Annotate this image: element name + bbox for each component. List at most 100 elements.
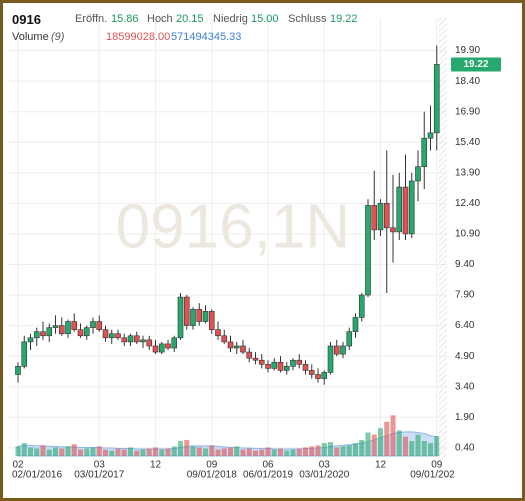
candle-body bbox=[371, 205, 378, 231]
candle-body bbox=[77, 329, 84, 337]
volume-bar bbox=[309, 446, 315, 456]
candle-body bbox=[277, 361, 284, 371]
candle-body bbox=[46, 327, 53, 337]
volume-bar bbox=[359, 439, 365, 456]
candle-body bbox=[102, 329, 109, 339]
volume-bar bbox=[184, 439, 190, 456]
volume-bar bbox=[190, 446, 196, 456]
candle-body bbox=[252, 357, 259, 361]
candle-body bbox=[340, 345, 346, 355]
candle-body bbox=[33, 331, 40, 339]
volume-bar bbox=[240, 449, 246, 456]
close-value: 19.22 bbox=[330, 13, 358, 25]
candle-body bbox=[146, 339, 153, 347]
candle-body bbox=[383, 203, 390, 229]
candle-body bbox=[240, 345, 246, 353]
volume-bar bbox=[428, 443, 433, 456]
volume-bar bbox=[15, 446, 21, 456]
candle-body bbox=[246, 351, 253, 359]
symbol: 0916 bbox=[12, 12, 41, 27]
volume-bar bbox=[434, 436, 440, 456]
volume-bar bbox=[53, 447, 58, 456]
candle-body bbox=[315, 374, 321, 379]
volume-bar bbox=[403, 436, 408, 456]
volume-bar bbox=[353, 443, 358, 456]
volume-bar bbox=[396, 430, 402, 456]
volume-bar bbox=[215, 449, 221, 456]
x-tick-label: 06 bbox=[262, 460, 274, 471]
y-tick-label: 18.40 bbox=[455, 76, 480, 87]
volume-value: 18599028.00 bbox=[106, 31, 171, 43]
high-label: Hoch bbox=[147, 13, 173, 25]
candle-body bbox=[290, 359, 296, 367]
volume-bar bbox=[259, 449, 265, 456]
y-tick-label: 1.90 bbox=[455, 412, 475, 423]
open-value: 15.86 bbox=[111, 13, 139, 25]
volume-bar bbox=[234, 446, 240, 456]
candle-body bbox=[227, 341, 234, 349]
volume-bar bbox=[165, 448, 171, 456]
candle-body bbox=[390, 227, 396, 233]
x-date-label: 09/01/202 bbox=[410, 470, 455, 481]
candle-body bbox=[115, 333, 121, 339]
low-value: 15.00 bbox=[251, 13, 279, 25]
y-tick-label: 6.40 bbox=[455, 320, 475, 331]
volume-bar bbox=[221, 448, 227, 456]
candle-body bbox=[352, 317, 359, 333]
candle-body bbox=[402, 186, 409, 235]
volume-bar bbox=[96, 446, 102, 456]
candle-body bbox=[408, 180, 415, 235]
candle-body bbox=[283, 366, 290, 371]
candle-body bbox=[296, 359, 303, 365]
last-price-box bbox=[451, 57, 501, 72]
candle-body bbox=[133, 335, 140, 343]
volume-bar bbox=[328, 442, 333, 456]
volume-bar bbox=[46, 449, 52, 456]
candle-body bbox=[365, 205, 371, 296]
volume-bar bbox=[346, 445, 352, 456]
volume-bar bbox=[78, 449, 83, 456]
close-label: Schluss bbox=[288, 13, 327, 25]
candle-body bbox=[208, 311, 215, 330]
volume-period: (9) bbox=[51, 31, 65, 43]
volume-bar bbox=[334, 447, 340, 456]
volume-bar bbox=[315, 445, 321, 456]
volume-bar bbox=[171, 446, 177, 456]
volume-bar bbox=[159, 449, 165, 456]
x-tick-label: 02 bbox=[12, 460, 24, 471]
y-tick-label: 13.90 bbox=[455, 167, 480, 178]
open-label: Eröffn. bbox=[75, 13, 108, 25]
volume-bar bbox=[196, 447, 202, 456]
candle-body bbox=[271, 361, 278, 369]
y-tick-label: 4.90 bbox=[455, 351, 475, 362]
y-tick-label: 12.40 bbox=[455, 198, 480, 209]
watermark: 0916,1N bbox=[116, 192, 350, 261]
y-tick-label: 19.90 bbox=[455, 45, 480, 56]
volume-bar bbox=[371, 434, 377, 456]
candle-body bbox=[302, 363, 309, 371]
candle-body bbox=[171, 337, 178, 349]
candle-body bbox=[40, 331, 46, 337]
candle-body bbox=[121, 337, 128, 343]
candle-body bbox=[83, 327, 90, 337]
low-label: Niedrig bbox=[213, 13, 248, 25]
candle-body bbox=[52, 325, 59, 328]
x-tick-label: 12 bbox=[150, 460, 162, 471]
candle-body bbox=[158, 343, 165, 353]
volume-bar bbox=[378, 428, 383, 456]
y-tick-label: 9.40 bbox=[455, 259, 475, 270]
candle-body bbox=[177, 296, 184, 339]
candle-body bbox=[265, 363, 271, 369]
candle-body bbox=[108, 333, 115, 339]
volume-bar bbox=[265, 447, 271, 456]
volume-bar bbox=[178, 441, 183, 456]
candle-body bbox=[233, 345, 240, 349]
candle-body bbox=[258, 359, 265, 365]
candle-body bbox=[421, 137, 428, 168]
x-tick-label: 09 bbox=[206, 460, 218, 471]
candle-body bbox=[190, 308, 196, 326]
candle-body bbox=[377, 203, 384, 231]
candle-body bbox=[396, 186, 403, 233]
candle-body bbox=[15, 366, 21, 375]
candle-body bbox=[127, 335, 134, 343]
